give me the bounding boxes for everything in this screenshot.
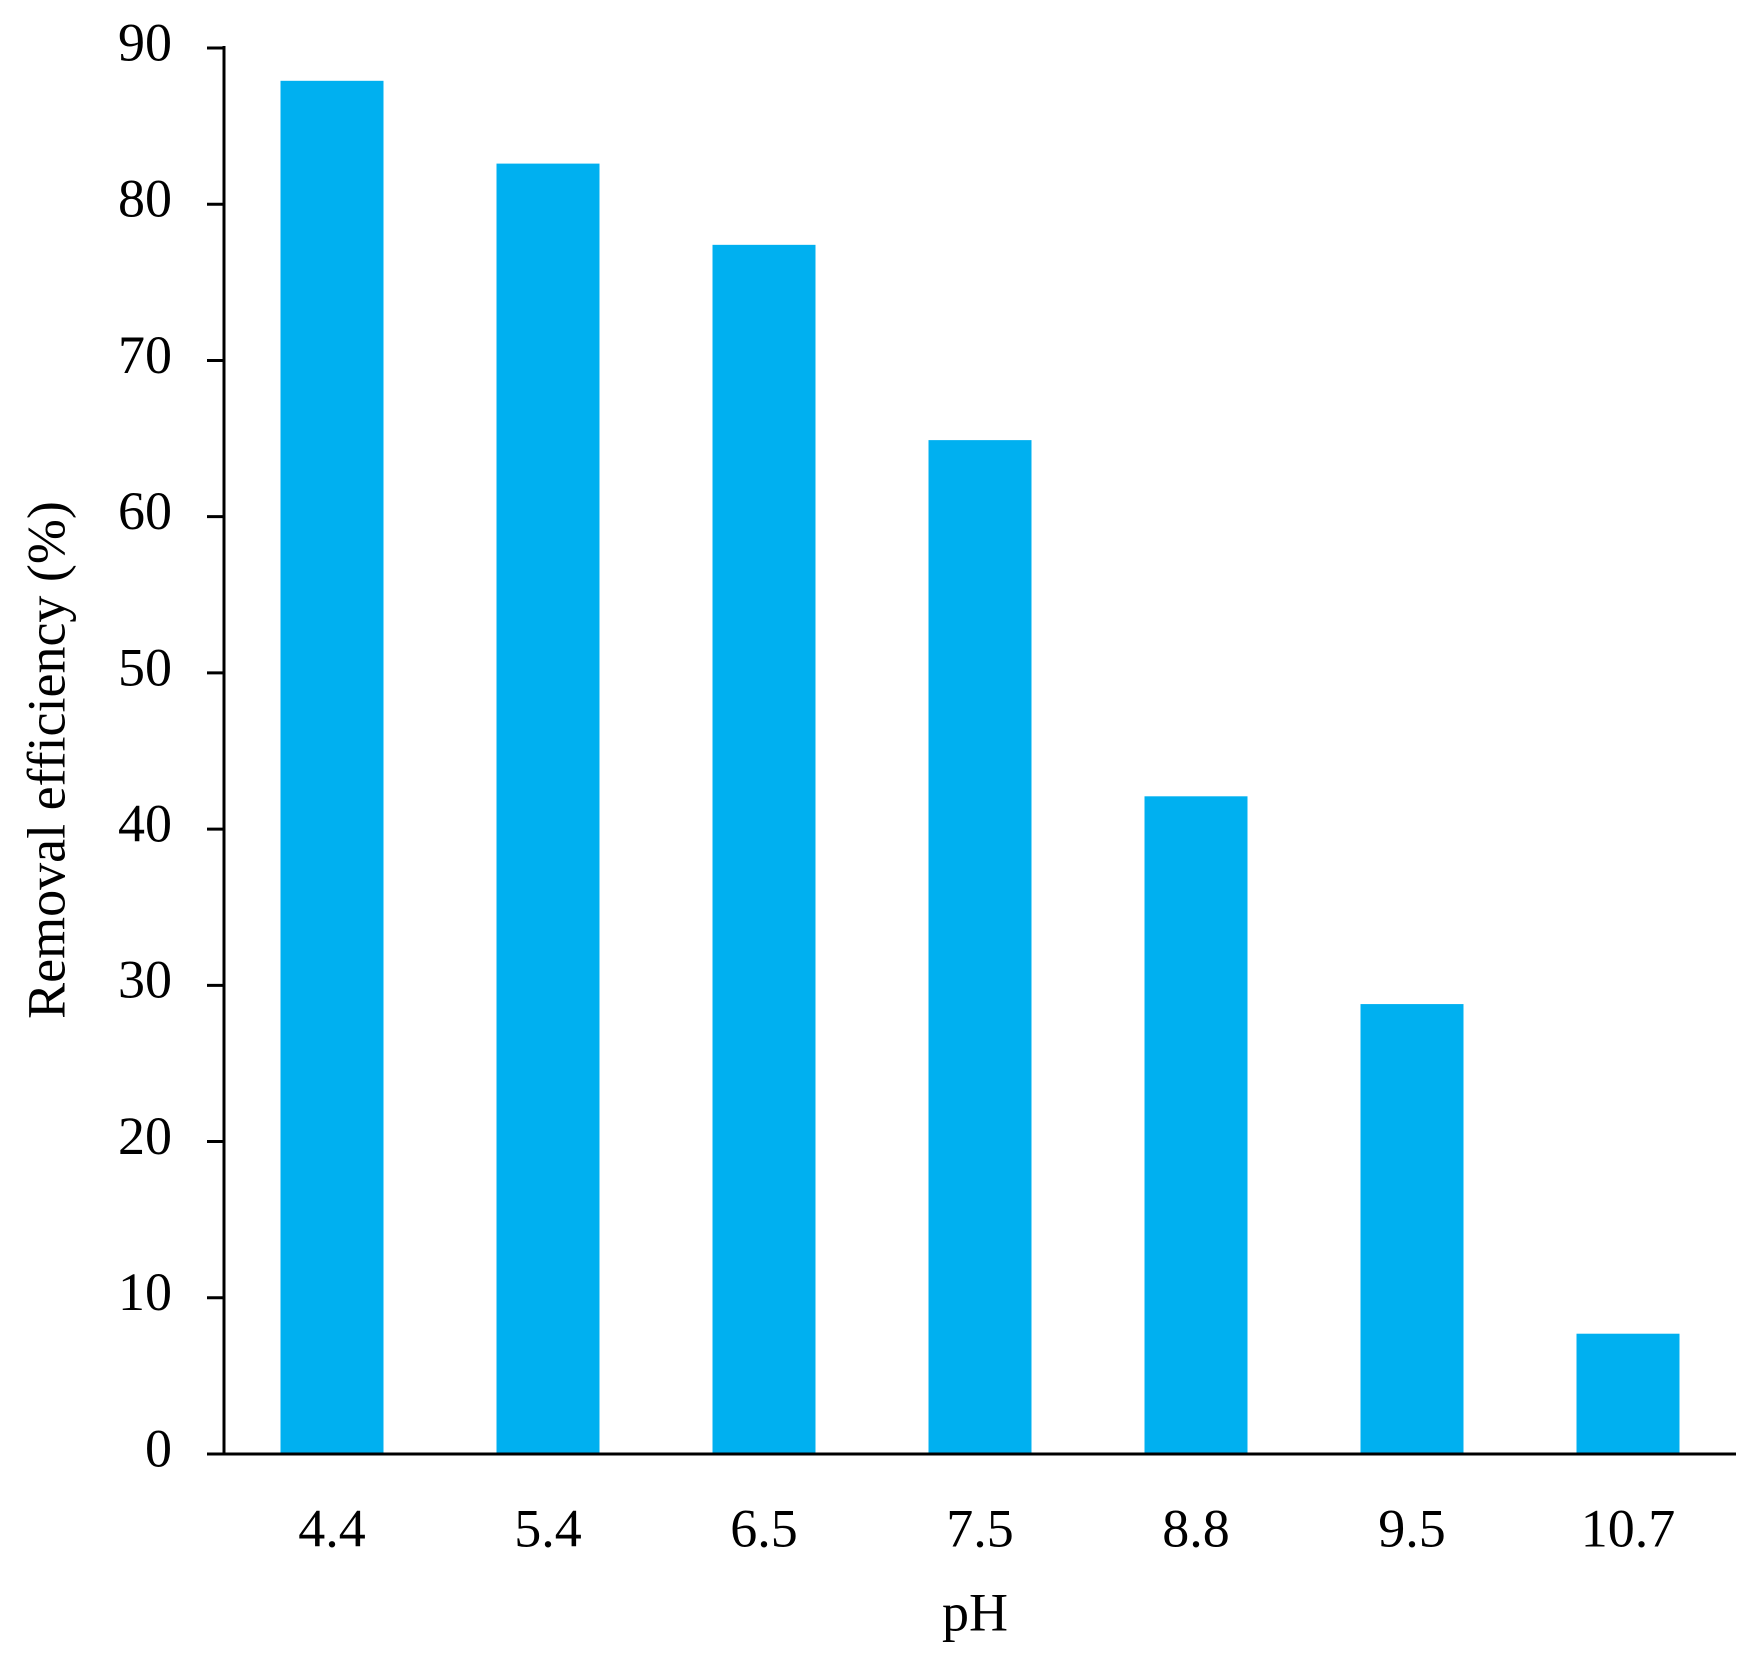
y-tick-label: 60 bbox=[118, 481, 172, 541]
y-tick-label: 40 bbox=[118, 794, 172, 854]
y-tick-label: 90 bbox=[118, 12, 172, 72]
bar bbox=[1360, 1004, 1464, 1454]
y-tick-label: 50 bbox=[118, 637, 172, 697]
x-tick-label: 8.8 bbox=[1162, 1498, 1230, 1558]
x-tick-label: 6.5 bbox=[730, 1498, 798, 1558]
y-tick-label: 10 bbox=[118, 1262, 172, 1322]
y-tick-label: 30 bbox=[118, 950, 172, 1010]
bar bbox=[280, 80, 384, 1455]
bar bbox=[712, 244, 816, 1455]
x-tick-label: 7.5 bbox=[946, 1498, 1014, 1558]
x-tick-label: 4.4 bbox=[298, 1498, 366, 1558]
bar bbox=[1576, 1333, 1680, 1454]
bar bbox=[928, 440, 1032, 1454]
x-tick-label: 10.7 bbox=[1581, 1498, 1676, 1558]
x-axis-label: pH bbox=[942, 1582, 1008, 1642]
y-tick-label: 20 bbox=[118, 1106, 172, 1166]
bar bbox=[1144, 796, 1248, 1454]
y-tick-label: 80 bbox=[118, 169, 172, 229]
y-tick-label: 70 bbox=[118, 325, 172, 385]
y-tick-label: 0 bbox=[145, 1418, 172, 1478]
y-axis-label: Removal efficiency (%) bbox=[16, 501, 76, 1019]
x-tick-label: 5.4 bbox=[514, 1498, 582, 1558]
bar bbox=[496, 163, 600, 1454]
x-tick-label: 9.5 bbox=[1378, 1498, 1446, 1558]
